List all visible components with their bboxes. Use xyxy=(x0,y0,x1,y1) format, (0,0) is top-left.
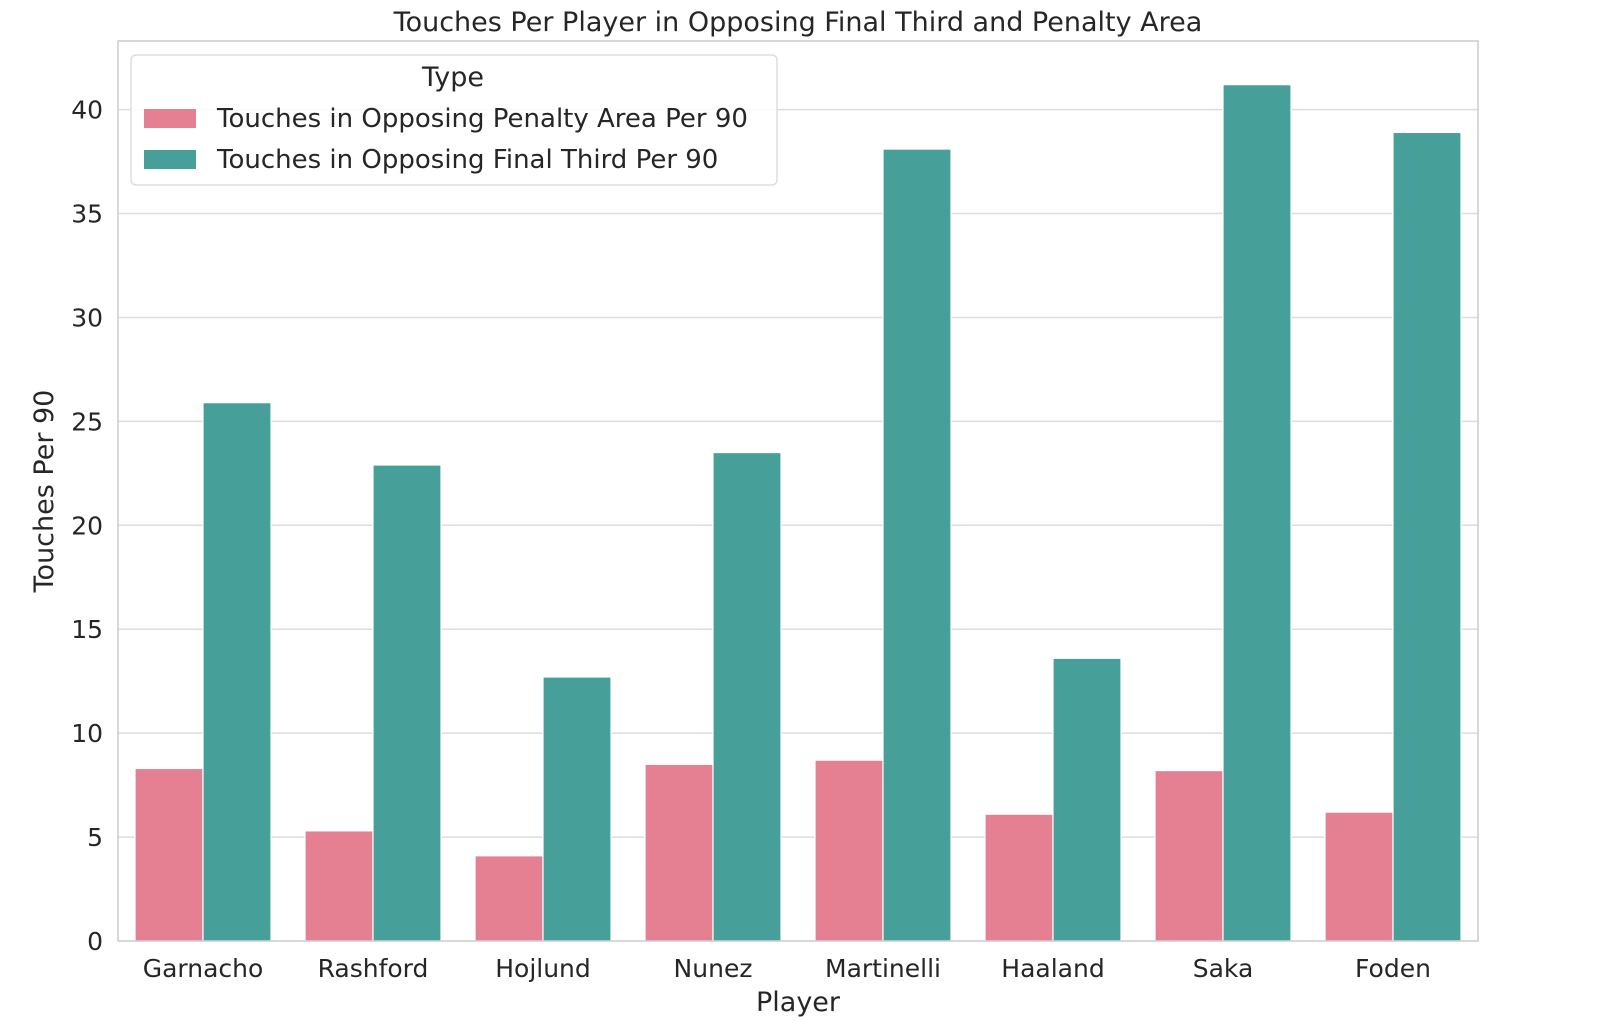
bar-saka-series-1 xyxy=(1155,771,1223,941)
bar-martinelli-series-2 xyxy=(883,149,951,941)
bar-hojlund-series-2 xyxy=(543,677,611,941)
x-tick-label-saka: Saka xyxy=(1193,954,1254,983)
bar-rashford-series-1 xyxy=(305,831,373,941)
y-tick-label-40: 40 xyxy=(71,96,103,125)
bar-haaland-series-1 xyxy=(985,814,1053,941)
y-tick-label-35: 35 xyxy=(71,200,103,229)
bar-saka-series-2 xyxy=(1223,85,1291,941)
bar-martinelli-series-1 xyxy=(815,760,883,941)
legend: Type Touches in Opposing Penalty Area Pe… xyxy=(131,55,777,185)
x-tick-label-haaland: Haaland xyxy=(1001,954,1104,983)
y-axis-label: Touches Per 90 xyxy=(29,390,60,594)
y-tick-label-30: 30 xyxy=(71,303,103,332)
bar-nunez-series-1 xyxy=(645,764,713,941)
x-tick-label-hojlund: Hojlund xyxy=(495,954,591,983)
x-tick-label-foden: Foden xyxy=(1355,954,1431,983)
legend-swatch-penalty-area xyxy=(144,109,196,128)
bar-nunez-series-2 xyxy=(713,453,781,941)
x-tick-label-martinelli: Martinelli xyxy=(825,954,941,983)
y-tick-label-10: 10 xyxy=(71,719,103,748)
legend-label-penalty-area: Touches in Opposing Penalty Area Per 90 xyxy=(216,104,748,134)
y-tick-label-15: 15 xyxy=(71,615,103,644)
bar-garnacho-series-1 xyxy=(135,768,203,941)
x-tick-label-rashford: Rashford xyxy=(318,954,429,983)
legend-label-final-third: Touches in Opposing Final Third Per 90 xyxy=(216,145,718,175)
y-tick-label-20: 20 xyxy=(71,511,103,540)
y-tick-label-5: 5 xyxy=(87,823,103,852)
bar-foden-series-1 xyxy=(1325,812,1393,941)
bar-rashford-series-2 xyxy=(373,465,441,941)
y-tick-label-0: 0 xyxy=(87,927,103,956)
chart-title: Touches Per Player in Opposing Final Thi… xyxy=(393,7,1203,38)
y-tick-label-25: 25 xyxy=(71,407,103,436)
bar-haaland-series-2 xyxy=(1053,658,1121,941)
x-axis-label: Player xyxy=(756,987,841,1018)
x-tick-label-nunez: Nunez xyxy=(674,954,753,983)
legend-title: Type xyxy=(421,62,484,93)
bar-foden-series-2 xyxy=(1393,132,1461,941)
x-tick-label-garnacho: Garnacho xyxy=(143,954,264,983)
legend-swatch-final-third xyxy=(144,150,196,169)
bar-hojlund-series-1 xyxy=(475,856,543,941)
bar-garnacho-series-2 xyxy=(203,403,271,941)
